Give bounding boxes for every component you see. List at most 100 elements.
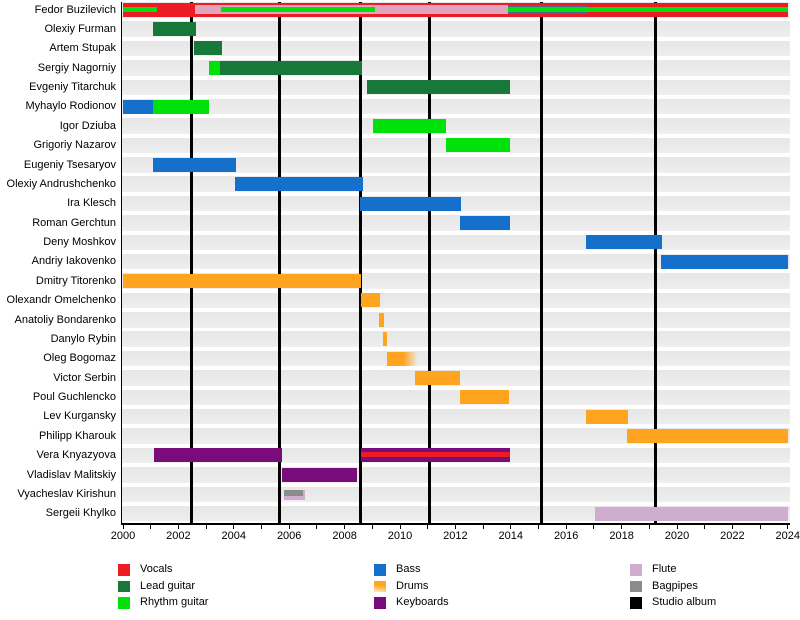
legend-label: Vocals	[140, 563, 173, 575]
timeline-bar	[283, 489, 304, 496]
legend-swatch-vocals	[118, 564, 130, 576]
member-label: Oleg Bogomaz	[43, 352, 116, 365]
member-label: Sergeii Khylko	[45, 507, 116, 520]
year-tick	[288, 524, 290, 529]
year-tick	[233, 524, 235, 529]
member-label: Andriy Iakovenko	[31, 255, 116, 268]
timeline-bar	[123, 274, 361, 289]
row-band	[122, 40, 790, 57]
member-label: Anatoliy Bondarenko	[14, 313, 116, 326]
timeline-bar	[382, 332, 388, 347]
year-tick	[316, 524, 318, 529]
timeline-bar	[123, 99, 154, 114]
row-band	[122, 215, 790, 231]
legend-swatch-drums	[374, 580, 386, 593]
year-tick	[371, 524, 373, 529]
year-label: 2014	[498, 530, 524, 542]
row-band	[122, 176, 790, 192]
member-label: Fedor Buzilevich	[34, 3, 116, 16]
member-label: Philipp Kharouk	[38, 429, 116, 442]
member-label: Vladislav Malitskiy	[26, 468, 116, 481]
timeline-bar	[208, 60, 220, 75]
timeline-bar	[585, 409, 628, 424]
legend-swatch-flute	[630, 564, 642, 576]
year-label: 2010	[387, 530, 413, 542]
year-tick	[261, 524, 262, 529]
member-label: Lev Kurgansky	[43, 410, 116, 423]
timeline-bar	[445, 138, 510, 153]
year-tick	[759, 524, 761, 529]
legend-label: Rhythm guitar	[140, 596, 209, 609]
legend-label: Drums	[396, 579, 429, 592]
row-band	[122, 21, 790, 37]
row-band	[122, 428, 790, 444]
year-tick	[731, 524, 733, 529]
year-tick	[205, 524, 207, 529]
member-label: Ira Klesch	[67, 197, 116, 210]
timeline-bar	[153, 22, 197, 37]
legend-label: Bagpipes	[652, 579, 698, 592]
year-tick	[676, 524, 678, 529]
timeline-bar	[387, 351, 418, 366]
year-tick	[704, 524, 706, 529]
y-axis-line	[120, 2, 123, 525]
year-label: 2016	[553, 530, 579, 542]
legend-label: Bass	[396, 563, 421, 575]
member-label: Artem Stupak	[49, 42, 116, 55]
timeline-bar	[123, 6, 157, 12]
year-tick	[399, 524, 401, 529]
timeline-bar	[154, 448, 282, 463]
year-label: 2006	[276, 530, 302, 542]
timeline-bar	[626, 429, 788, 444]
timeline-bar	[281, 467, 358, 482]
member-label: Olexiy Andrushchenko	[6, 177, 116, 190]
member-label: Eugeniy Tsesaryov	[23, 158, 116, 171]
legend-swatch-rhythm-guitar	[118, 597, 130, 609]
year-label: 2012	[443, 530, 468, 542]
year-tick	[122, 524, 124, 529]
row-band	[122, 467, 790, 483]
row-band	[122, 234, 790, 251]
year-label: 2000	[110, 530, 136, 542]
year-tick	[565, 524, 567, 529]
row-band	[122, 486, 790, 502]
timeline-bar	[508, 6, 788, 12]
legend-label: Keyboards	[396, 596, 449, 609]
year-label: 2022	[720, 530, 745, 542]
member-label: Roman Gerchtun	[32, 216, 116, 229]
studio-album-line	[540, 2, 544, 523]
timeline-bar	[595, 506, 788, 521]
year-label: 2002	[166, 530, 191, 542]
legend-swatch-keyboards	[374, 597, 386, 609]
timeline-bar	[221, 6, 376, 12]
year-tick	[510, 524, 512, 529]
member-label: Deny Moshkov	[43, 236, 116, 249]
year-tick	[150, 524, 152, 529]
timeline-bar	[219, 60, 362, 75]
timeline-bar	[373, 118, 446, 133]
timeline-bar	[193, 41, 222, 56]
year-tick	[454, 524, 456, 529]
legend-swatch-lead-guitar	[118, 580, 130, 593]
studio-album-line	[428, 2, 432, 523]
year-tick	[787, 524, 789, 529]
member-label: Evgeniy Titarchuk	[29, 81, 116, 94]
timeline-bar	[361, 293, 381, 308]
timeline-bar	[153, 157, 236, 172]
legend-label: Lead guitar	[140, 579, 196, 592]
x-axis-line	[120, 523, 790, 525]
timeline-bar	[459, 390, 510, 405]
year-label: 2020	[664, 530, 690, 542]
row-band	[122, 118, 790, 134]
year-tick	[344, 524, 346, 529]
year-label: 2008	[332, 530, 357, 542]
member-label: Poul Guchlencko	[32, 391, 116, 404]
row-band	[122, 408, 790, 425]
timeline-bar	[585, 235, 662, 250]
row-band	[122, 98, 790, 115]
year-tick	[482, 524, 484, 529]
timeline-bar	[360, 196, 462, 211]
timeline-bar	[366, 80, 510, 95]
legend-swatch-bagpipes	[630, 580, 642, 593]
